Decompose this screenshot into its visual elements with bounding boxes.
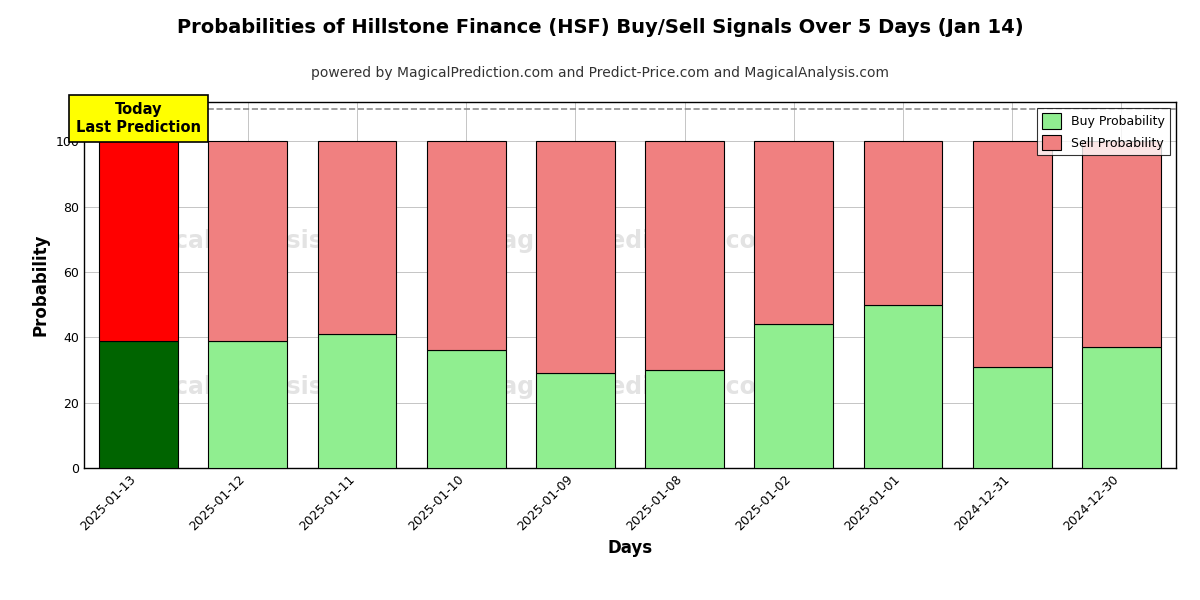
Bar: [1082, 141, 1160, 347]
Text: calAnalysis.com: calAnalysis.com: [174, 376, 386, 400]
Bar: [646, 141, 724, 370]
Y-axis label: Probability: Probability: [31, 234, 49, 336]
Text: MagicalPrediction.com: MagicalPrediction.com: [479, 229, 781, 253]
Bar: [318, 141, 396, 334]
Bar: [536, 141, 614, 373]
Bar: [318, 334, 396, 468]
Bar: [100, 341, 178, 468]
Bar: [209, 141, 287, 341]
Bar: [1082, 347, 1160, 468]
Bar: [427, 350, 505, 468]
Bar: [427, 141, 505, 350]
Bar: [755, 141, 833, 324]
Bar: [864, 141, 942, 305]
Text: Probabilities of Hillstone Finance (HSF) Buy/Sell Signals Over 5 Days (Jan 14): Probabilities of Hillstone Finance (HSF)…: [176, 18, 1024, 37]
Bar: [973, 141, 1051, 367]
Legend: Buy Probability, Sell Probability: Buy Probability, Sell Probability: [1037, 108, 1170, 155]
Bar: [973, 367, 1051, 468]
Bar: [536, 373, 614, 468]
Text: powered by MagicalPrediction.com and Predict-Price.com and MagicalAnalysis.com: powered by MagicalPrediction.com and Pre…: [311, 66, 889, 80]
Bar: [646, 370, 724, 468]
Bar: [100, 141, 178, 341]
Bar: [755, 324, 833, 468]
Bar: [209, 341, 287, 468]
X-axis label: Days: Days: [607, 539, 653, 557]
Text: MagicalPrediction.com: MagicalPrediction.com: [479, 376, 781, 400]
Bar: [864, 305, 942, 468]
Text: calAnalysis.com: calAnalysis.com: [174, 229, 386, 253]
Text: Today
Last Prediction: Today Last Prediction: [76, 102, 202, 134]
